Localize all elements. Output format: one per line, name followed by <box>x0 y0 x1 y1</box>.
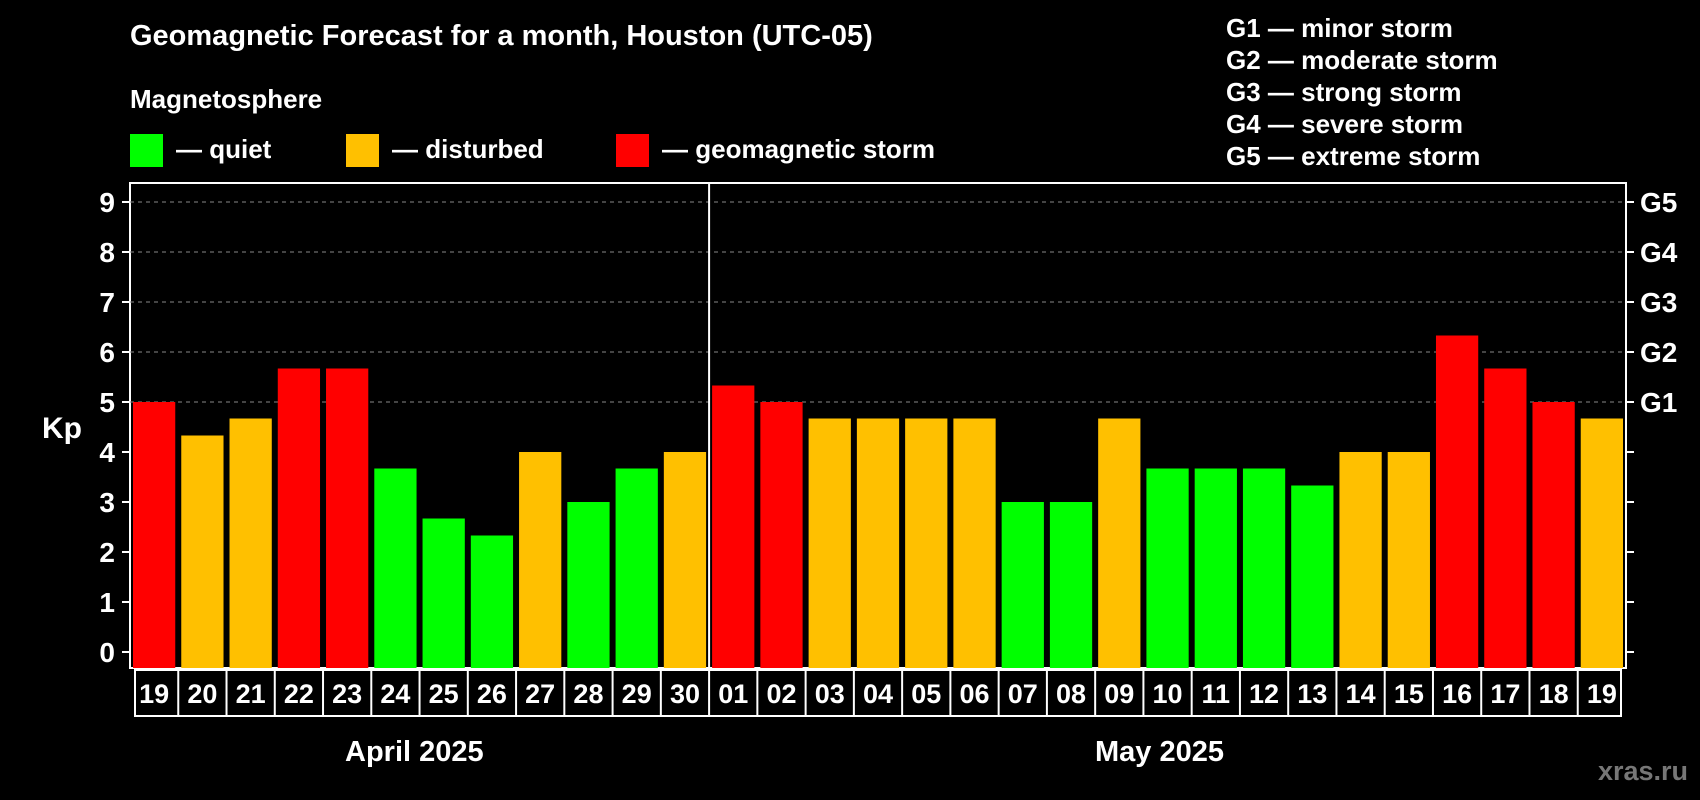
bar-13 <box>712 385 755 668</box>
bar-20 <box>1049 502 1093 668</box>
date-label-10: 28 <box>573 679 603 709</box>
bar-19 <box>1001 502 1044 668</box>
y-axis-label: Kp <box>42 412 82 445</box>
y-tick-label-5: 5 <box>99 387 115 418</box>
right-axis-label-g2: G2 <box>1640 337 1677 368</box>
bar-1 <box>133 402 176 668</box>
bar-29 <box>1484 368 1527 668</box>
bar-9 <box>519 452 562 668</box>
date-label-17: 05 <box>911 679 941 709</box>
y-tick-label-8: 8 <box>99 237 115 268</box>
date-label-4: 22 <box>284 679 314 709</box>
legend-disturbed-label: — disturbed <box>392 134 544 164</box>
date-label-7: 25 <box>429 679 459 709</box>
storm-scale-g5: G5 — extreme storm <box>1226 141 1481 171</box>
bar-2 <box>181 435 224 668</box>
bar-7 <box>422 518 465 668</box>
bar-23 <box>1194 468 1237 668</box>
storm-swatch <box>616 134 649 167</box>
date-label-8: 26 <box>477 679 507 709</box>
date-label-5: 23 <box>332 679 362 709</box>
date-label-2: 20 <box>187 679 217 709</box>
bar-3 <box>229 418 272 668</box>
date-label-3: 21 <box>236 679 266 709</box>
chart-title: Geomagnetic Forecast for a month, Housto… <box>130 20 873 52</box>
date-label-22: 10 <box>1153 679 1183 709</box>
storm-scale-g1: G1 — minor storm <box>1226 13 1453 43</box>
y-tick-label-6: 6 <box>99 337 115 368</box>
legend-quiet-label: — quiet <box>176 134 272 164</box>
date-label-26: 14 <box>1346 679 1376 709</box>
y-tick-label-3: 3 <box>99 487 115 518</box>
bar-4 <box>277 368 321 668</box>
bar-26 <box>1339 452 1382 668</box>
date-label-31: 19 <box>1587 679 1617 709</box>
date-strip <box>134 669 1622 717</box>
bar-17 <box>905 418 948 668</box>
quiet-swatch <box>130 134 163 167</box>
bar-14 <box>760 402 803 668</box>
y-tick-label-4: 4 <box>99 437 115 468</box>
bar-30 <box>1532 402 1575 668</box>
date-label-20: 08 <box>1056 679 1086 709</box>
date-label-21: 09 <box>1104 679 1134 709</box>
month-label-may: May 2025 <box>1095 736 1224 768</box>
bar-25 <box>1291 485 1334 668</box>
month-label-april: April 2025 <box>345 736 484 768</box>
date-label-18: 06 <box>959 679 989 709</box>
disturbed-swatch <box>346 134 379 167</box>
bar-16 <box>856 418 900 668</box>
storm-scale-g3: G3 — strong storm <box>1226 77 1462 107</box>
y-tick-label-9: 9 <box>99 187 115 218</box>
date-label-23: 11 <box>1202 679 1231 709</box>
bar-10 <box>567 502 610 668</box>
bar-8 <box>470 535 514 668</box>
y-tick-label-2: 2 <box>99 537 115 568</box>
date-label-28: 16 <box>1442 679 1472 709</box>
date-label-11: 29 <box>622 679 652 709</box>
date-label-1: 19 <box>139 679 169 709</box>
bar-5 <box>326 368 369 668</box>
bar-15 <box>808 418 851 668</box>
date-label-27: 15 <box>1394 679 1424 709</box>
right-axis-label-g4: G4 <box>1640 237 1678 268</box>
right-axis-label-g3: G3 <box>1640 287 1677 318</box>
date-label-19: 07 <box>1008 679 1038 709</box>
storm-scale-g4: G4 — severe storm <box>1226 109 1464 139</box>
bar-6 <box>374 468 417 668</box>
bar-22 <box>1146 468 1189 668</box>
legend-storm-label: — geomagnetic storm <box>662 134 936 164</box>
bar-18 <box>953 418 996 668</box>
y-tick-label-1: 1 <box>99 587 115 618</box>
y-tick-label-0: 0 <box>99 637 115 668</box>
storm-scale-g2: G2 — moderate storm <box>1226 45 1498 75</box>
date-label-13: 01 <box>718 679 748 709</box>
storm-scale-legend: G1 — minor storm G2 — moderate storm G3 … <box>1226 12 1498 172</box>
bar-27 <box>1387 452 1430 668</box>
bar-24 <box>1242 468 1286 668</box>
date-label-9: 27 <box>525 679 555 709</box>
date-label-29: 17 <box>1490 679 1520 709</box>
watermark: xras.ru <box>1597 756 1688 786</box>
date-label-30: 18 <box>1539 679 1569 709</box>
date-label-24: 12 <box>1249 679 1279 709</box>
right-axis-label-g5: G5 <box>1640 187 1677 218</box>
bar-31 <box>1580 418 1623 668</box>
bar-12 <box>663 452 707 668</box>
magnetosphere-label: Magnetosphere <box>130 84 323 114</box>
date-label-14: 02 <box>766 679 796 709</box>
date-label-25: 13 <box>1297 679 1327 709</box>
date-label-16: 04 <box>863 679 893 709</box>
date-label-12: 30 <box>670 679 700 709</box>
bar-21 <box>1098 418 1141 668</box>
bar-11 <box>615 468 658 668</box>
date-label-15: 03 <box>815 679 845 709</box>
bar-28 <box>1435 335 1479 668</box>
y-tick-label-7: 7 <box>99 287 115 318</box>
date-label-6: 24 <box>380 679 410 709</box>
right-axis-label-g1: G1 <box>1640 387 1677 418</box>
